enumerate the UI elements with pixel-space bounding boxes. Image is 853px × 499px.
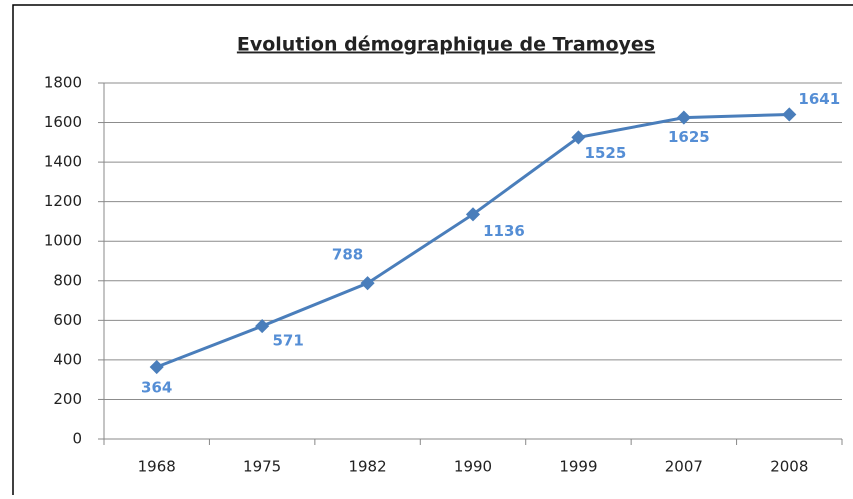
y-tick-label: 1400	[44, 153, 82, 171]
y-tick-label: 800	[53, 271, 82, 289]
data-label: 1136	[483, 222, 525, 240]
point-marker	[571, 130, 586, 145]
point-marker	[465, 207, 481, 222]
x-tick-label: 1982	[348, 458, 386, 476]
x-tick-label: 1975	[243, 458, 281, 476]
x-tick-label: 2008	[770, 458, 808, 476]
y-tick-label: 400	[53, 350, 82, 368]
point-marker	[360, 276, 375, 291]
point-marker	[149, 359, 164, 375]
data-label: 1525	[585, 144, 627, 162]
y-tick-label: 1600	[44, 113, 82, 131]
x-tick-label: 1990	[454, 458, 492, 476]
y-tick-label: 1800	[44, 74, 82, 92]
y-tick-label: 1200	[44, 192, 82, 210]
point-marker	[782, 107, 797, 122]
x-tick-label: 1968	[138, 458, 176, 476]
data-label: 1641	[798, 90, 840, 108]
data-label: 364	[141, 379, 172, 397]
y-tick-label: 600	[53, 311, 82, 329]
y-tick-label: 1000	[44, 232, 82, 250]
x-tick-label: 1999	[559, 458, 597, 476]
y-tick-label: 200	[53, 390, 82, 408]
y-tick-label: 0	[72, 430, 82, 448]
data-label: 788	[332, 246, 363, 264]
data-label: 571	[272, 332, 303, 350]
chart-title: Evolution démographique de Tramoyes	[237, 34, 655, 56]
point-marker	[676, 110, 691, 125]
point-marker	[255, 318, 270, 334]
chart-border	[12, 4, 853, 499]
x-tick-label: 2007	[665, 458, 703, 476]
data-label: 1625	[668, 128, 710, 146]
